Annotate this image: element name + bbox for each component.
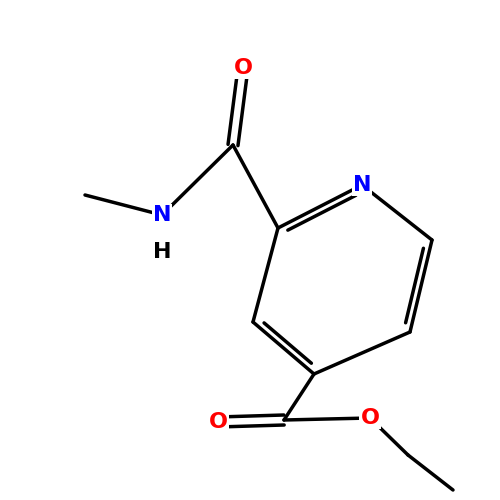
Text: N: N [353,175,371,195]
Text: O: O [234,58,252,78]
Text: O: O [360,408,380,428]
Text: H: H [153,242,171,262]
Text: N: N [153,205,171,225]
Text: O: O [208,412,228,432]
